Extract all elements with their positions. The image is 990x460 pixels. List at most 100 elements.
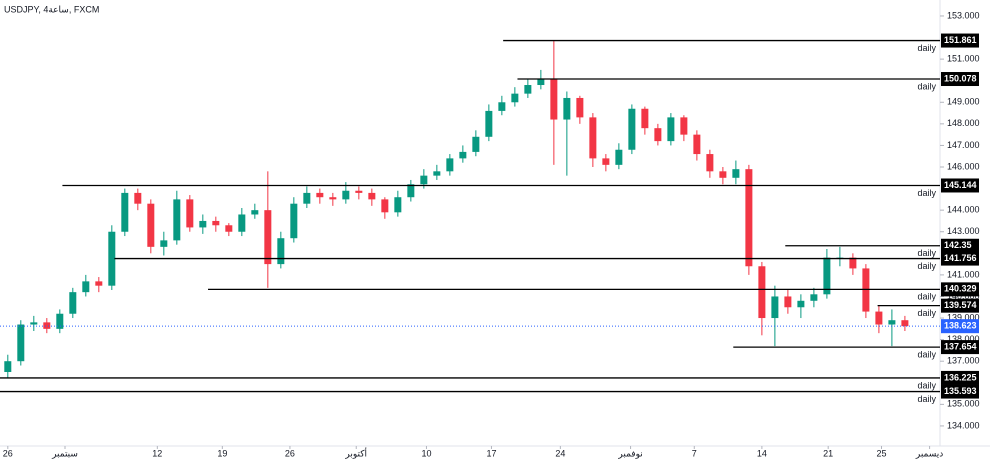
- chart-title: USDJPY, 4ساعة, FXCM: [4, 4, 99, 14]
- candle-body: [225, 225, 233, 232]
- candle-body: [160, 240, 168, 247]
- candle-body: [524, 85, 532, 94]
- candle-body: [277, 238, 285, 265]
- candle-body: [459, 151, 467, 159]
- candle-body: [797, 300, 805, 308]
- candle-body: [238, 214, 246, 232]
- candle-body: [316, 192, 324, 198]
- level-tag-text: 139.574: [944, 300, 977, 310]
- level-tag-text: 135.593: [944, 386, 977, 396]
- candle-body: [381, 199, 389, 213]
- level-label: daily: [917, 308, 936, 318]
- level-tag-text: 150.078: [944, 73, 977, 83]
- current-price-tag: [941, 319, 979, 334]
- y-tick-label: 135.000: [947, 399, 980, 409]
- level-tag: [941, 340, 979, 355]
- level-tag: [941, 72, 979, 87]
- y-tick-label: 147.000: [947, 140, 980, 150]
- candle-body: [121, 192, 129, 232]
- level-tag: [941, 370, 979, 385]
- candle-body: [875, 311, 883, 325]
- level-label: daily: [917, 349, 936, 359]
- candle-body: [290, 203, 298, 239]
- candle-body: [342, 190, 350, 200]
- x-tick-label: 21: [823, 448, 833, 458]
- level-tag: [941, 251, 979, 266]
- y-tick-label: 149.000: [947, 97, 980, 107]
- candle-body: [56, 313, 64, 329]
- candle-body: [888, 320, 896, 325]
- candle-body: [407, 184, 415, 198]
- candle-body: [212, 220, 220, 226]
- candle-body: [680, 117, 688, 135]
- level-tag-text: 151.861: [944, 35, 977, 45]
- candle-body: [82, 281, 90, 293]
- level-label: daily: [917, 380, 936, 390]
- candle-body: [628, 108, 636, 150]
- x-tick-label: 25: [876, 448, 886, 458]
- candle-body: [95, 281, 103, 286]
- candle-body: [771, 296, 779, 319]
- level-label: daily: [917, 292, 936, 302]
- level-label: daily: [917, 261, 936, 271]
- candle-body: [849, 257, 857, 269]
- candle-body: [732, 169, 740, 178]
- x-tick-label: 7: [692, 448, 697, 458]
- x-tick-label: 19: [217, 448, 227, 458]
- candle-body: [173, 199, 181, 241]
- candle-body: [251, 210, 259, 215]
- x-tick-label: 26: [285, 448, 295, 458]
- level-label: daily: [917, 188, 936, 198]
- candle-body: [355, 190, 363, 193]
- candle-body: [303, 192, 311, 204]
- candle-body: [134, 192, 142, 204]
- level-label: daily: [917, 248, 936, 258]
- y-tick-label: 134.000: [947, 420, 980, 430]
- level-tag-text: 140.329: [944, 284, 977, 294]
- candle-body: [810, 294, 818, 301]
- candle-body: [433, 171, 441, 176]
- x-tick-label: 10: [421, 448, 431, 458]
- x-tick-label: 17: [486, 448, 496, 458]
- x-tick-label: 14: [757, 448, 767, 458]
- y-tick-label: 148.000: [947, 118, 980, 128]
- candle-body: [186, 199, 194, 228]
- y-tick-label: 151.000: [947, 53, 980, 63]
- candle-body: [784, 296, 792, 308]
- level-tag-text: 136.225: [944, 372, 977, 382]
- level-tag-text: 141.756: [944, 253, 977, 263]
- candle-body: [485, 110, 493, 137]
- candle-body: [329, 197, 337, 200]
- candle-body: [589, 117, 597, 159]
- level-tag: [941, 238, 979, 253]
- x-tick-label: 24: [555, 448, 565, 458]
- level-tag-text: 137.654: [944, 341, 977, 351]
- x-tick-label: أكتوبر: [344, 447, 367, 458]
- level-label: daily: [917, 81, 936, 91]
- candle-body: [823, 257, 831, 295]
- candle-body: [394, 197, 402, 213]
- candle-body: [108, 231, 116, 286]
- level-tag: [941, 33, 979, 48]
- y-tick-label: 144.000: [947, 205, 980, 215]
- candle-body: [147, 203, 155, 247]
- x-tick-label: ديسمبر: [915, 448, 943, 458]
- current-price-text: 138.623: [944, 321, 977, 331]
- x-tick-label: 12: [152, 448, 162, 458]
- candle-body: [719, 171, 727, 178]
- level-label: daily: [917, 394, 936, 404]
- candle-body: [693, 134, 701, 155]
- candle-body: [4, 361, 12, 372]
- level-tag: [941, 298, 979, 313]
- level-tag-text: 145.144: [944, 180, 977, 190]
- candle-body: [745, 169, 753, 267]
- y-tick-label: 138.000: [947, 334, 980, 344]
- y-tick-label: 141.000: [947, 269, 980, 279]
- candle-body: [654, 128, 662, 142]
- candle-body: [264, 210, 272, 265]
- candle-body: [368, 192, 376, 200]
- candle-body: [511, 93, 519, 103]
- x-tick-label: نوفمبر: [617, 448, 642, 458]
